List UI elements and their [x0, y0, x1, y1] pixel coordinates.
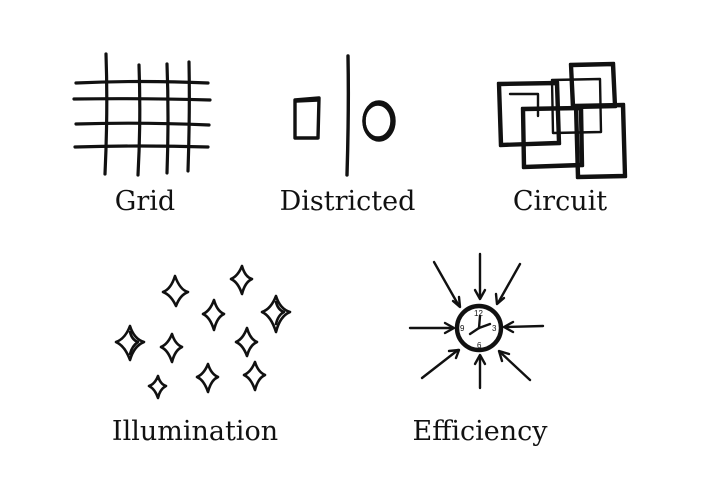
sparkle-icon [195, 362, 220, 394]
concept-efficiency: 12 3 6 9 Efficiency [400, 250, 560, 450]
sparkle-icon [260, 294, 292, 334]
sparkles-sketch-icon [114, 264, 292, 400]
grid-label: Grid [114, 186, 176, 217]
square-line-circle-sketch-icon [293, 54, 396, 177]
efficiency-label: Efficiency [412, 416, 548, 447]
sparkle-icon [159, 332, 184, 364]
districted-label: Districted [279, 186, 416, 217]
concept-illumination: Illumination [110, 260, 300, 450]
arrows-icon [408, 252, 545, 390]
sparkle-icon [234, 326, 259, 358]
illumination-label: Illumination [111, 416, 279, 447]
sparkle-icon [201, 298, 226, 332]
clock-number-6: 6 [477, 341, 482, 350]
concept-circuit: Circuit [490, 50, 635, 230]
grid-sketch-icon [72, 52, 212, 177]
overlapping-squares-sketch-icon [496, 61, 628, 180]
sparkle-icon [229, 264, 254, 296]
clock-icon [454, 303, 504, 353]
concept-districted: Districted [275, 50, 420, 230]
circuit-label: Circuit [512, 186, 608, 217]
sparkle-icon [242, 360, 267, 392]
concept-grid: Grid [70, 50, 215, 230]
sparkle-icon [161, 274, 190, 308]
sparkle-icon [147, 374, 168, 400]
clock-number-12: 12 [474, 309, 483, 318]
clock-number-3: 3 [492, 324, 497, 333]
clock-with-arrows-sketch-icon: 12 3 6 9 [408, 252, 545, 390]
clock-number-9: 9 [460, 324, 465, 333]
sparkle-icon [114, 324, 146, 362]
